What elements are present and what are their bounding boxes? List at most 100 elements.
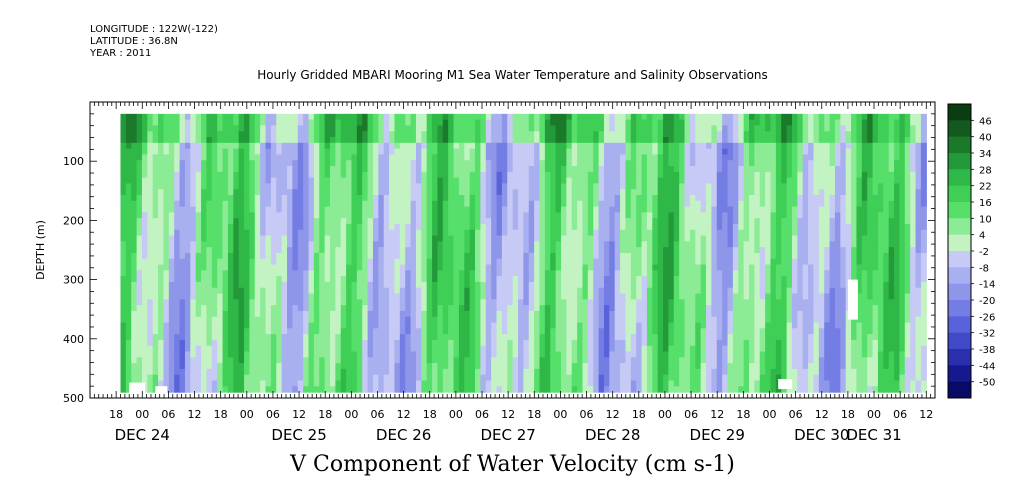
heatmap-cell <box>254 374 261 382</box>
heatmap-cell <box>652 194 659 202</box>
heatmap-cell <box>383 247 390 254</box>
heatmap-cell <box>195 177 202 184</box>
heatmap-cell <box>147 189 154 196</box>
heatmap-cell <box>544 339 551 347</box>
heatmap-cell <box>458 206 465 213</box>
heatmap-cell <box>270 166 277 173</box>
heatmap-cell <box>491 351 498 358</box>
heatmap-cell <box>125 310 132 318</box>
heatmap-cell <box>276 113 283 121</box>
heatmap-cell <box>534 206 541 213</box>
heatmap-cell <box>571 131 578 138</box>
heatmap-cell <box>383 322 390 329</box>
heatmap-cell <box>238 351 245 358</box>
heatmap-cell <box>673 148 680 156</box>
heatmap-cell <box>179 345 186 353</box>
heatmap-cell <box>603 287 610 295</box>
heatmap-cell <box>577 113 584 121</box>
heatmap-cell <box>330 160 336 167</box>
heatmap-cell <box>335 142 342 150</box>
heatmap-cell <box>603 351 610 358</box>
heatmap-cell <box>319 322 326 329</box>
heatmap-cell <box>195 235 202 242</box>
heatmap-cell <box>609 189 616 196</box>
heatmap-cell <box>528 322 535 329</box>
heatmap-cell <box>383 177 390 184</box>
heatmap-cell <box>184 339 191 347</box>
heatmap-cell <box>270 177 277 184</box>
heatmap-cell <box>389 357 396 364</box>
heatmap-cell <box>512 328 519 335</box>
heatmap-cell <box>582 270 589 277</box>
heatmap-cell <box>652 386 659 393</box>
heatmap-cell <box>421 299 428 306</box>
heatmap-cell <box>201 200 208 208</box>
heatmap-cell <box>346 363 353 370</box>
heatmap-cell <box>539 142 546 150</box>
heatmap-cell <box>238 166 245 173</box>
heatmap-cell <box>614 148 621 156</box>
heatmap-cell <box>319 328 326 335</box>
heatmap-cell <box>319 334 326 341</box>
heatmap-cell <box>475 287 482 295</box>
heatmap-cell <box>281 252 288 260</box>
heatmap-cell <box>184 154 191 161</box>
heatmap-cell <box>641 160 648 167</box>
heatmap-cell <box>324 264 331 271</box>
heatmap-cell <box>308 235 315 242</box>
heatmap-cell <box>330 206 336 213</box>
heatmap-cell <box>620 113 627 121</box>
heatmap-cell <box>249 166 256 173</box>
heatmap-cell <box>260 293 267 300</box>
heatmap-cell <box>292 241 299 248</box>
heatmap-cell <box>244 125 251 132</box>
heatmap-cell <box>163 322 170 329</box>
heatmap-cell <box>410 194 417 202</box>
heatmap-cell <box>313 264 320 271</box>
heatmap-cell <box>528 339 535 347</box>
heatmap-cell <box>458 380 465 387</box>
heatmap-cell <box>523 270 530 277</box>
heatmap-cell <box>464 194 471 202</box>
heatmap-cell <box>287 171 293 179</box>
heatmap-cell <box>458 299 465 306</box>
heatmap-cell <box>362 183 369 190</box>
heatmap-cell <box>287 235 293 242</box>
heatmap-cell <box>641 177 648 184</box>
heatmap-cell <box>324 316 331 324</box>
heatmap-cell <box>646 310 653 318</box>
heatmap-cell <box>501 119 508 127</box>
heatmap-cell <box>351 316 358 324</box>
heatmap-cell <box>356 363 363 370</box>
heatmap-cell <box>421 345 428 353</box>
heatmap-cell <box>335 171 342 179</box>
heatmap-cell <box>507 339 514 347</box>
heatmap-cell <box>571 235 578 242</box>
heatmap-cell <box>378 322 385 329</box>
heatmap-cell <box>125 206 132 213</box>
heatmap-cell <box>281 113 288 121</box>
heatmap-cell <box>614 322 621 329</box>
heatmap-cell <box>620 229 627 237</box>
heatmap-cell <box>125 305 132 312</box>
heatmap-cell <box>227 380 234 387</box>
heatmap-cell <box>131 287 138 295</box>
heatmap-cell <box>179 281 186 289</box>
heatmap-cell <box>480 177 487 184</box>
heatmap-cell <box>367 270 374 277</box>
heatmap-cell <box>308 183 315 190</box>
heatmap-cell <box>577 322 584 329</box>
heatmap-cell <box>125 368 132 376</box>
heatmap-cell <box>426 125 433 132</box>
heatmap-cell <box>372 218 379 225</box>
heatmap-cell <box>421 125 428 132</box>
heatmap-cell <box>260 223 267 231</box>
heatmap-cell <box>158 200 165 208</box>
heatmap-cell <box>330 287 336 295</box>
heatmap-cell <box>555 247 562 254</box>
heatmap-cell <box>308 374 315 382</box>
heatmap-cell <box>184 160 191 167</box>
heatmap-cell <box>448 328 455 335</box>
heatmap-cell <box>512 113 519 121</box>
heatmap-cell <box>270 189 277 196</box>
